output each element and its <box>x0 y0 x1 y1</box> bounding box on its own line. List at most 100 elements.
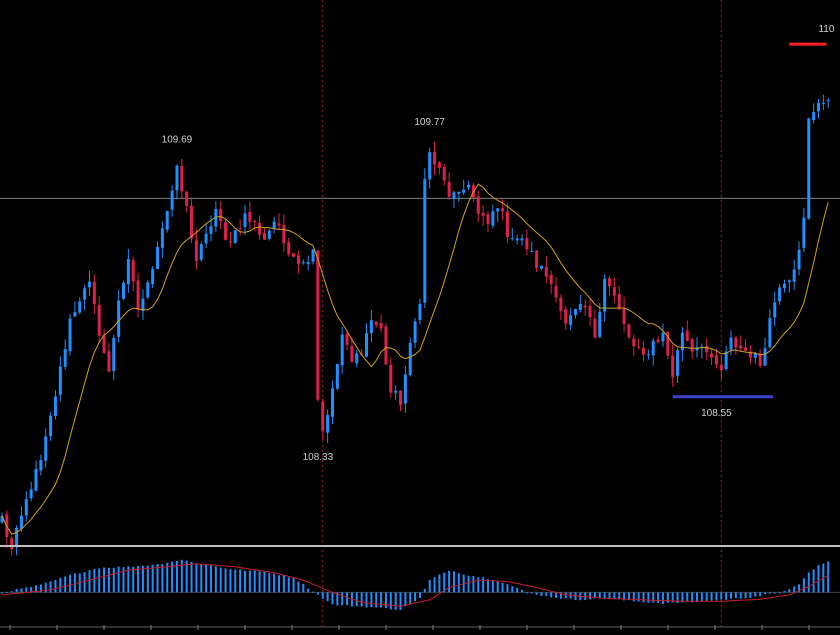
histogram-bar <box>574 592 577 601</box>
histogram-bar <box>88 570 91 593</box>
candle-body <box>816 102 820 112</box>
candle <box>510 227 514 241</box>
candle <box>418 298 422 325</box>
candle <box>423 168 427 308</box>
panel-divider <box>0 545 840 547</box>
histogram-bar <box>700 592 703 602</box>
candle-body <box>34 468 38 491</box>
candle <box>768 308 772 349</box>
candle <box>258 215 262 241</box>
histogram-bar <box>292 577 295 593</box>
histogram-bar <box>341 592 344 606</box>
candle <box>564 305 568 331</box>
candle-body <box>525 238 529 250</box>
candle <box>569 308 573 331</box>
histogram-bar <box>263 571 266 593</box>
histogram-bar <box>414 592 417 602</box>
price-label: 110 <box>818 24 834 35</box>
candle-body <box>637 346 641 348</box>
histogram-bar <box>487 579 489 593</box>
histogram-bar <box>530 592 533 594</box>
histogram-bar <box>127 566 130 593</box>
candle-body <box>258 222 262 235</box>
candle-body <box>10 538 14 550</box>
histogram-bar <box>433 577 436 593</box>
histogram-bar <box>282 575 285 593</box>
candle <box>642 341 646 362</box>
histogram-bar <box>384 592 387 609</box>
candle-body <box>253 220 257 223</box>
histogram-bar <box>798 584 801 593</box>
candle <box>612 277 616 303</box>
candle-body <box>476 196 480 214</box>
histogram-bar <box>744 592 747 599</box>
histogram-bar <box>603 592 606 599</box>
candle <box>549 270 553 294</box>
candle-body <box>656 339 660 343</box>
candle-body <box>194 240 198 261</box>
candle-body <box>676 350 680 376</box>
histogram-bar <box>545 592 548 596</box>
candle <box>710 349 714 366</box>
candle-body <box>384 326 388 365</box>
candle-body <box>146 282 150 298</box>
candle <box>622 296 626 333</box>
candle <box>807 117 811 220</box>
candle-body <box>156 246 160 269</box>
candle <box>228 231 232 248</box>
histogram-bar <box>705 592 708 602</box>
candle <box>816 98 820 119</box>
candle <box>160 221 164 258</box>
histogram-bar <box>146 565 149 593</box>
candle-body <box>292 253 296 257</box>
candle <box>486 210 490 233</box>
candle-body <box>399 390 403 406</box>
candle-body <box>19 515 23 529</box>
candle <box>797 241 801 276</box>
candle-body <box>355 353 359 364</box>
candle-body <box>68 318 72 352</box>
candle-body <box>666 331 670 356</box>
histogram-bar <box>647 592 650 603</box>
candle-body <box>238 228 242 230</box>
candle <box>714 348 718 369</box>
histogram-bar <box>666 592 669 603</box>
histogram-bar <box>506 584 509 593</box>
histogram-bar <box>812 569 815 593</box>
histogram-bar <box>195 563 198 593</box>
candle <box>700 343 704 359</box>
histogram-bar <box>589 592 592 600</box>
histogram-bar <box>278 575 281 593</box>
candle <box>156 241 160 270</box>
candle-body <box>457 191 461 194</box>
candle <box>224 219 228 241</box>
candle <box>520 234 524 246</box>
candle-body <box>321 401 325 431</box>
histogram-bar <box>346 592 349 606</box>
candle-body <box>262 232 266 240</box>
candle <box>374 320 378 328</box>
price-label: 109.77 <box>414 117 445 128</box>
candle <box>603 274 607 322</box>
candle <box>608 275 611 296</box>
candle <box>559 294 563 320</box>
candle-body <box>685 330 689 342</box>
candle <box>661 323 665 347</box>
candle <box>102 329 106 354</box>
candle <box>219 201 223 230</box>
candle <box>588 298 592 327</box>
indicator-panel <box>0 559 840 610</box>
histogram-bar <box>394 592 397 610</box>
histogram-bar <box>1 592 3 594</box>
histogram-bar <box>525 592 528 594</box>
histogram-bar <box>802 578 805 593</box>
histogram-bar <box>190 561 193 593</box>
histogram-bar <box>676 592 679 604</box>
candle <box>389 357 393 398</box>
histogram-bar <box>598 592 601 599</box>
histogram-bar <box>244 570 246 593</box>
candle <box>671 344 675 387</box>
candle <box>267 229 271 241</box>
candle <box>369 309 373 342</box>
histogram-bar <box>54 580 57 593</box>
